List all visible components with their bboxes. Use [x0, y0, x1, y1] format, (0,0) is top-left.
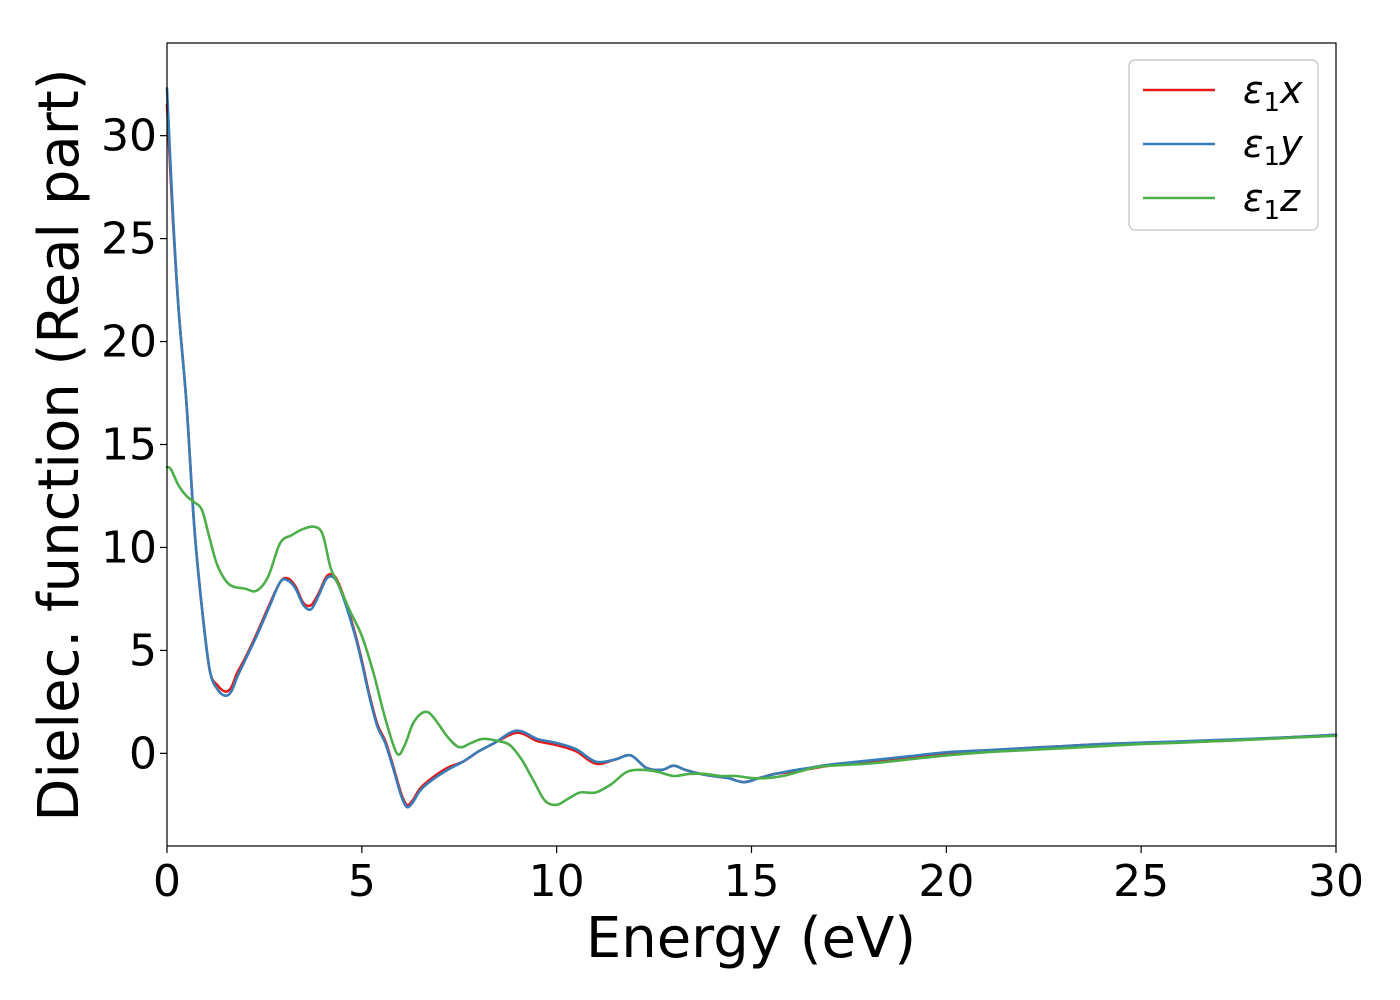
x-tick-label: 5 — [348, 856, 376, 907]
series-layer — [165, 87, 1338, 809]
y-axis-title: Dielec. function (Real part) — [27, 68, 92, 821]
legend-label: ε1z — [1243, 176, 1301, 226]
legend-label: ε1y — [1243, 122, 1303, 172]
series-line-eps1-z — [165, 465, 1338, 807]
y-tick-label: 25 — [101, 214, 157, 265]
y-tick-label: 30 — [101, 111, 157, 162]
y-tick-label: 15 — [101, 420, 157, 471]
y-tick-label: 5 — [129, 625, 157, 676]
x-tick-label: 15 — [724, 856, 780, 907]
x-tick-label: 0 — [153, 856, 181, 907]
y-tick-label: 0 — [129, 728, 157, 779]
x-axis-title: Energy (eV) — [586, 906, 916, 971]
series-line-eps1-y — [165, 87, 1338, 809]
x-axis: 0 5 10 15 20 25 30 — [153, 846, 1364, 907]
x-tick-label: 10 — [529, 856, 585, 907]
legend-box — [1128, 59, 1319, 231]
y-tick-label: 10 — [101, 522, 157, 573]
x-tick-label: 25 — [1113, 856, 1169, 907]
legend-label: ε1x — [1243, 68, 1303, 118]
y-tick-label: 20 — [101, 317, 157, 368]
y-axis: 0 5 10 15 20 25 30 — [101, 111, 167, 779]
x-tick-label: 20 — [918, 856, 974, 907]
x-tick-label: 30 — [1308, 856, 1364, 907]
